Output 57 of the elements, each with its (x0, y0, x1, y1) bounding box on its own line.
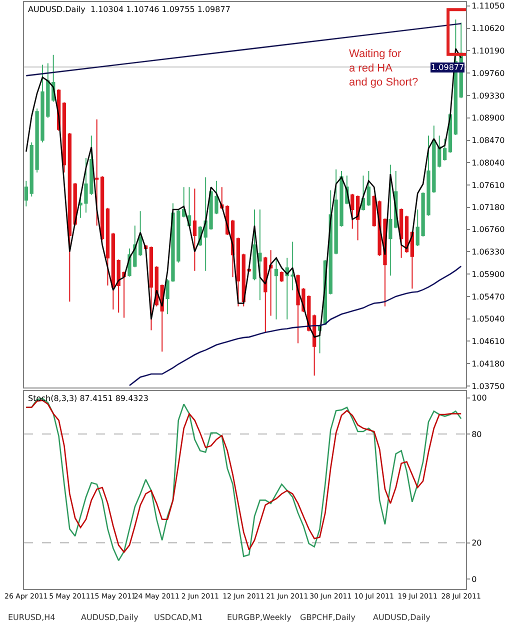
y-tick-label: 100 (472, 394, 487, 403)
y-tick-label: 1.11050 (472, 2, 505, 11)
y-tick-label: 1.04180 (472, 359, 505, 368)
y-tick-label: 1.03750 (472, 382, 505, 391)
candlestick (236, 237, 240, 307)
y-tick-label: 0 (472, 574, 477, 584)
candlestick (182, 186, 186, 218)
candlestick (350, 193, 354, 230)
y-tick-label: 1.08040 (472, 158, 505, 168)
y-tick-label: 1.07610 (472, 180, 505, 190)
text: USDCAD,M1 (154, 613, 203, 622)
candlestick (442, 138, 447, 162)
y-tick-label: 1.10190 (472, 46, 505, 56)
y-tick-label: 1.09760 (472, 68, 505, 78)
text: EURUSD,H4 (8, 613, 56, 622)
candlestick (361, 175, 366, 212)
candlestick (68, 132, 72, 302)
y-tick-label: 80 (472, 430, 482, 439)
chart-title: Stoch(8,3,3) 87.4151 89.4323 (28, 394, 148, 403)
candlestick (274, 258, 278, 320)
annotation: Waiting for a red HA and go Short? (349, 48, 418, 89)
chart-title: AUDUSD.Daily 1.10304 1.10746 1.09755 1.09877 (28, 5, 230, 14)
candlestick (95, 118, 99, 226)
y-tick-label: 1.05900 (472, 270, 505, 279)
candlestick (111, 232, 115, 310)
line-series (26, 48, 462, 338)
candlestick (410, 230, 414, 290)
candlestick (312, 314, 316, 376)
y-tick-label: 1.07180 (472, 203, 505, 212)
y-tick-label: 1.05470 (472, 292, 505, 302)
y-tick-label: 1.08470 (472, 136, 505, 146)
y-tick-label: 1.06760 (472, 225, 505, 234)
text: GBPCHF,Daily (300, 613, 356, 622)
y-tick-label: 20 (472, 538, 482, 548)
candlestick (264, 256, 268, 333)
line-series (128, 266, 462, 386)
y-tick-label: 1.10620 (472, 24, 505, 34)
text: AUDUSD,Daily (81, 613, 139, 622)
candlestick (24, 180, 28, 207)
text: EURGBP,Weekly (227, 613, 292, 622)
y-tick-label: 1.04610 (472, 337, 505, 346)
candlestick (106, 207, 110, 286)
ref-line-label: 1.09877 (431, 63, 464, 72)
candlestick (268, 250, 273, 316)
candlestick (399, 208, 404, 258)
candlestick (100, 176, 104, 241)
candlestick (62, 102, 66, 174)
candlestick (149, 246, 154, 331)
candlestick (280, 270, 284, 282)
y-tick-label: 1.06330 (472, 247, 505, 256)
text: AUDUSD,Daily (373, 613, 431, 622)
y-tick-label: 1.05040 (472, 314, 505, 324)
candlestick (192, 188, 197, 272)
y-tick-label: 1.09330 (472, 91, 505, 100)
candlestick (366, 170, 371, 206)
y-tick-label: 1.08900 (472, 114, 505, 123)
candlestick (138, 210, 142, 256)
